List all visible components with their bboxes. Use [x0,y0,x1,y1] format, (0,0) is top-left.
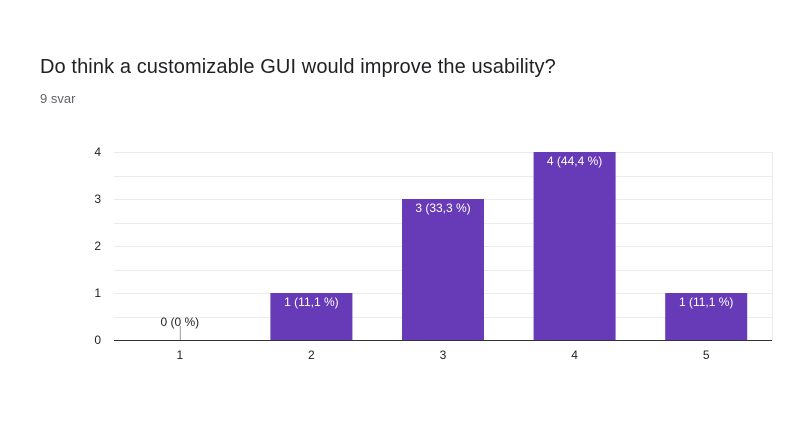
data-label: 1 (11,1 %) [284,295,338,309]
grid-lines [114,152,773,340]
labels: 0 (0 %) 1 (11,1 %) 3 (33,3 %) 4 (44,4 %) 1 (… [160,154,733,329]
bar [402,199,484,340]
bars [179,152,748,340]
x-tick-label: 4 [571,348,578,362]
x-tick-label: 3 [440,348,447,362]
question-title: Do think a customizable GUI would improv… [40,56,556,78]
bar [270,293,353,340]
axes: 0 1 2 3 4 1 2 3 4 5 [94,145,772,362]
data-label: 3 (33,3 %) [415,201,470,215]
response-count: 9 svar [40,91,76,106]
y-tick-label: 0 [94,333,101,347]
bar [665,293,748,340]
bar [533,152,616,340]
data-label: 4 (44,4 %) [547,154,602,168]
x-tick-label: 2 [308,348,315,362]
y-tick-label: 3 [94,192,101,206]
data-label: 0 (0 %) [160,315,199,329]
y-tick-label: 4 [94,145,101,159]
x-tick-label: 1 [176,348,183,362]
data-label: 1 (11,1 %) [679,295,733,309]
y-tick-label: 2 [94,239,101,253]
y-tick-label: 1 [94,286,101,300]
x-tick-label: 5 [703,348,710,362]
